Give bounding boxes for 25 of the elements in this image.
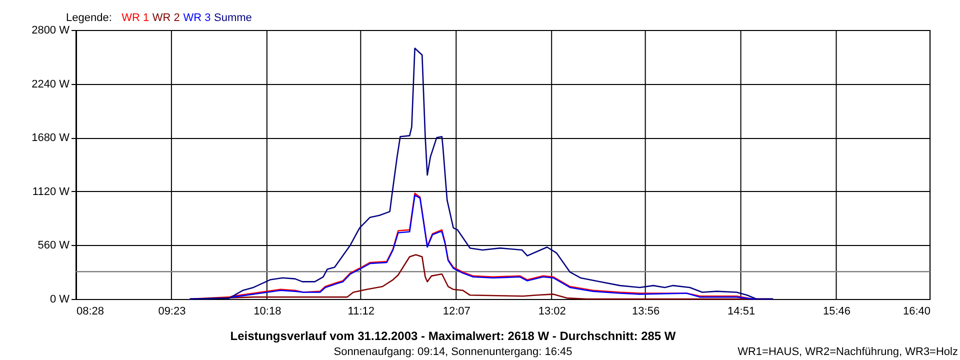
x-tick-label: 16:40 [902,306,930,318]
text: WR 3 [183,12,211,24]
y-tick-label: 2240 W [32,78,70,90]
line-series [189,48,774,300]
x-tick-label: 14:51 [728,306,756,318]
y-tick-label: 560 W [38,240,70,252]
text: WR 1 [122,12,150,24]
legend-title: Legende: [66,12,112,24]
text: Leistungsverlauf vom 31.12.2003 - Maximalwert: 2618 W - Durchschnitt: 285 W [230,329,676,343]
text: WR 2 [152,12,180,24]
x-tick-label: 13:56 [632,306,660,318]
x-tick-label: 12:07 [442,306,470,318]
x-tick-label: 09:23 [158,306,186,318]
x-tick-label: 08:28 [76,306,104,318]
y-tick-label: 1120 W [32,186,70,198]
x-tick-label: 10:18 [254,306,282,318]
x-tick-label: 15:46 [823,306,851,318]
x-tick-label: 11:12 [348,306,375,318]
y-tick-label: 1680 W [32,132,70,144]
y-tick-label: 2800 W [32,24,70,36]
text: WR1=HAUS, WR2=Nachführung, WR3=Holz [738,346,958,358]
x-tick-label: 13:02 [538,306,566,318]
text: Sonnenaufgang: 09:14, Sonnenuntergang: 16:45 [334,346,572,358]
text: Summe [214,12,252,24]
y-tick-label: 0 W [50,294,70,306]
